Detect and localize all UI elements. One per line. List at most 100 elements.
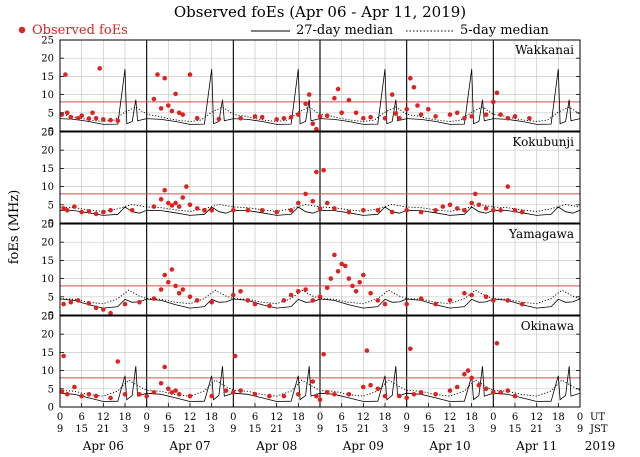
data-point — [408, 346, 413, 352]
data-point — [491, 298, 496, 303]
data-point — [418, 296, 424, 301]
data-point — [454, 110, 460, 116]
data-point — [108, 117, 113, 123]
data-point — [473, 191, 478, 197]
data-point — [447, 202, 453, 208]
data-point — [332, 95, 337, 101]
data-point — [194, 116, 200, 121]
data-point — [332, 206, 337, 211]
data-point — [72, 384, 77, 390]
data-point — [324, 200, 330, 206]
data-point — [59, 389, 65, 395]
data-point — [158, 381, 164, 386]
data-point — [310, 198, 316, 204]
data-point — [505, 388, 511, 393]
data-point — [411, 85, 417, 90]
data-point — [288, 292, 294, 298]
data-point — [505, 116, 511, 121]
data-point — [483, 294, 489, 300]
data-point — [61, 353, 66, 359]
data-point — [267, 303, 272, 309]
data-point — [447, 112, 453, 117]
data-point — [519, 209, 525, 215]
data-point — [274, 209, 280, 215]
data-point — [151, 390, 157, 395]
data-point — [93, 393, 99, 399]
data-point — [346, 276, 352, 281]
x-tick-label-ut: 0 — [577, 412, 583, 423]
data-point — [173, 283, 178, 289]
data-point — [465, 368, 471, 373]
x-tick-label-ut: 18 — [119, 412, 132, 423]
data-point — [469, 292, 475, 298]
data-point — [122, 301, 128, 307]
data-point — [288, 208, 294, 213]
data-point — [184, 184, 189, 189]
data-point — [245, 298, 251, 303]
y-tick-label: 20 — [41, 146, 54, 157]
y-tick-label: 15 — [41, 164, 54, 175]
data-point — [389, 209, 395, 215]
data-point — [469, 114, 475, 119]
legend-marker-observed — [18, 26, 26, 34]
x-tick-label-jst: 21 — [444, 424, 457, 435]
data-point — [418, 209, 424, 215]
data-point — [454, 384, 460, 390]
data-point — [108, 208, 113, 213]
data-point — [512, 114, 518, 119]
data-point — [137, 300, 142, 305]
y-tick-label: 5 — [48, 292, 54, 303]
data-point — [169, 390, 175, 395]
data-point — [108, 395, 113, 401]
data-point — [137, 392, 142, 397]
x-tick-label-jst: 21 — [357, 424, 370, 435]
data-point — [162, 75, 167, 81]
data-point — [169, 108, 175, 114]
x-tick-label-ut: 12 — [270, 412, 283, 423]
data-point — [433, 392, 438, 397]
data-point — [238, 116, 243, 121]
data-point — [166, 200, 171, 206]
x-tick-label-ut: 0 — [490, 412, 496, 423]
data-point — [158, 197, 164, 202]
x-tick-label-ut: 12 — [97, 412, 110, 423]
data-point — [447, 298, 453, 303]
data-point — [375, 386, 381, 392]
data-point — [79, 393, 84, 399]
data-point — [314, 126, 319, 132]
y-tick-label: 25 — [41, 220, 54, 231]
data-point — [494, 90, 500, 96]
data-point — [64, 208, 70, 213]
y-tick-label: 0 — [48, 219, 54, 230]
data-point — [162, 364, 167, 370]
data-point — [296, 289, 301, 294]
y-tick-label: 0 — [48, 311, 54, 322]
data-point — [158, 287, 164, 292]
data-point — [68, 300, 74, 305]
data-point — [483, 386, 489, 392]
data-point — [93, 305, 99, 311]
data-point — [252, 114, 258, 119]
data-point — [361, 272, 366, 278]
x-tick-label-jst: 3 — [295, 424, 301, 435]
data-point — [231, 208, 236, 213]
data-point — [498, 208, 503, 213]
data-point — [216, 116, 222, 122]
data-point — [368, 290, 373, 296]
data-point — [404, 208, 410, 213]
data-point — [223, 388, 229, 393]
y-tick-label: 5 — [48, 200, 54, 211]
x-tick-label-jst: 3 — [468, 424, 474, 435]
data-point — [274, 117, 280, 122]
y-tick-label: 15 — [41, 72, 54, 83]
data-point — [64, 392, 70, 397]
y-tick-label: 25 — [41, 312, 54, 323]
data-point — [375, 298, 381, 303]
data-point — [115, 359, 121, 364]
data-point — [498, 390, 503, 395]
data-point — [86, 116, 92, 121]
date-label: Apr 06 — [82, 439, 124, 453]
data-point — [180, 287, 186, 292]
data-point — [187, 72, 193, 77]
